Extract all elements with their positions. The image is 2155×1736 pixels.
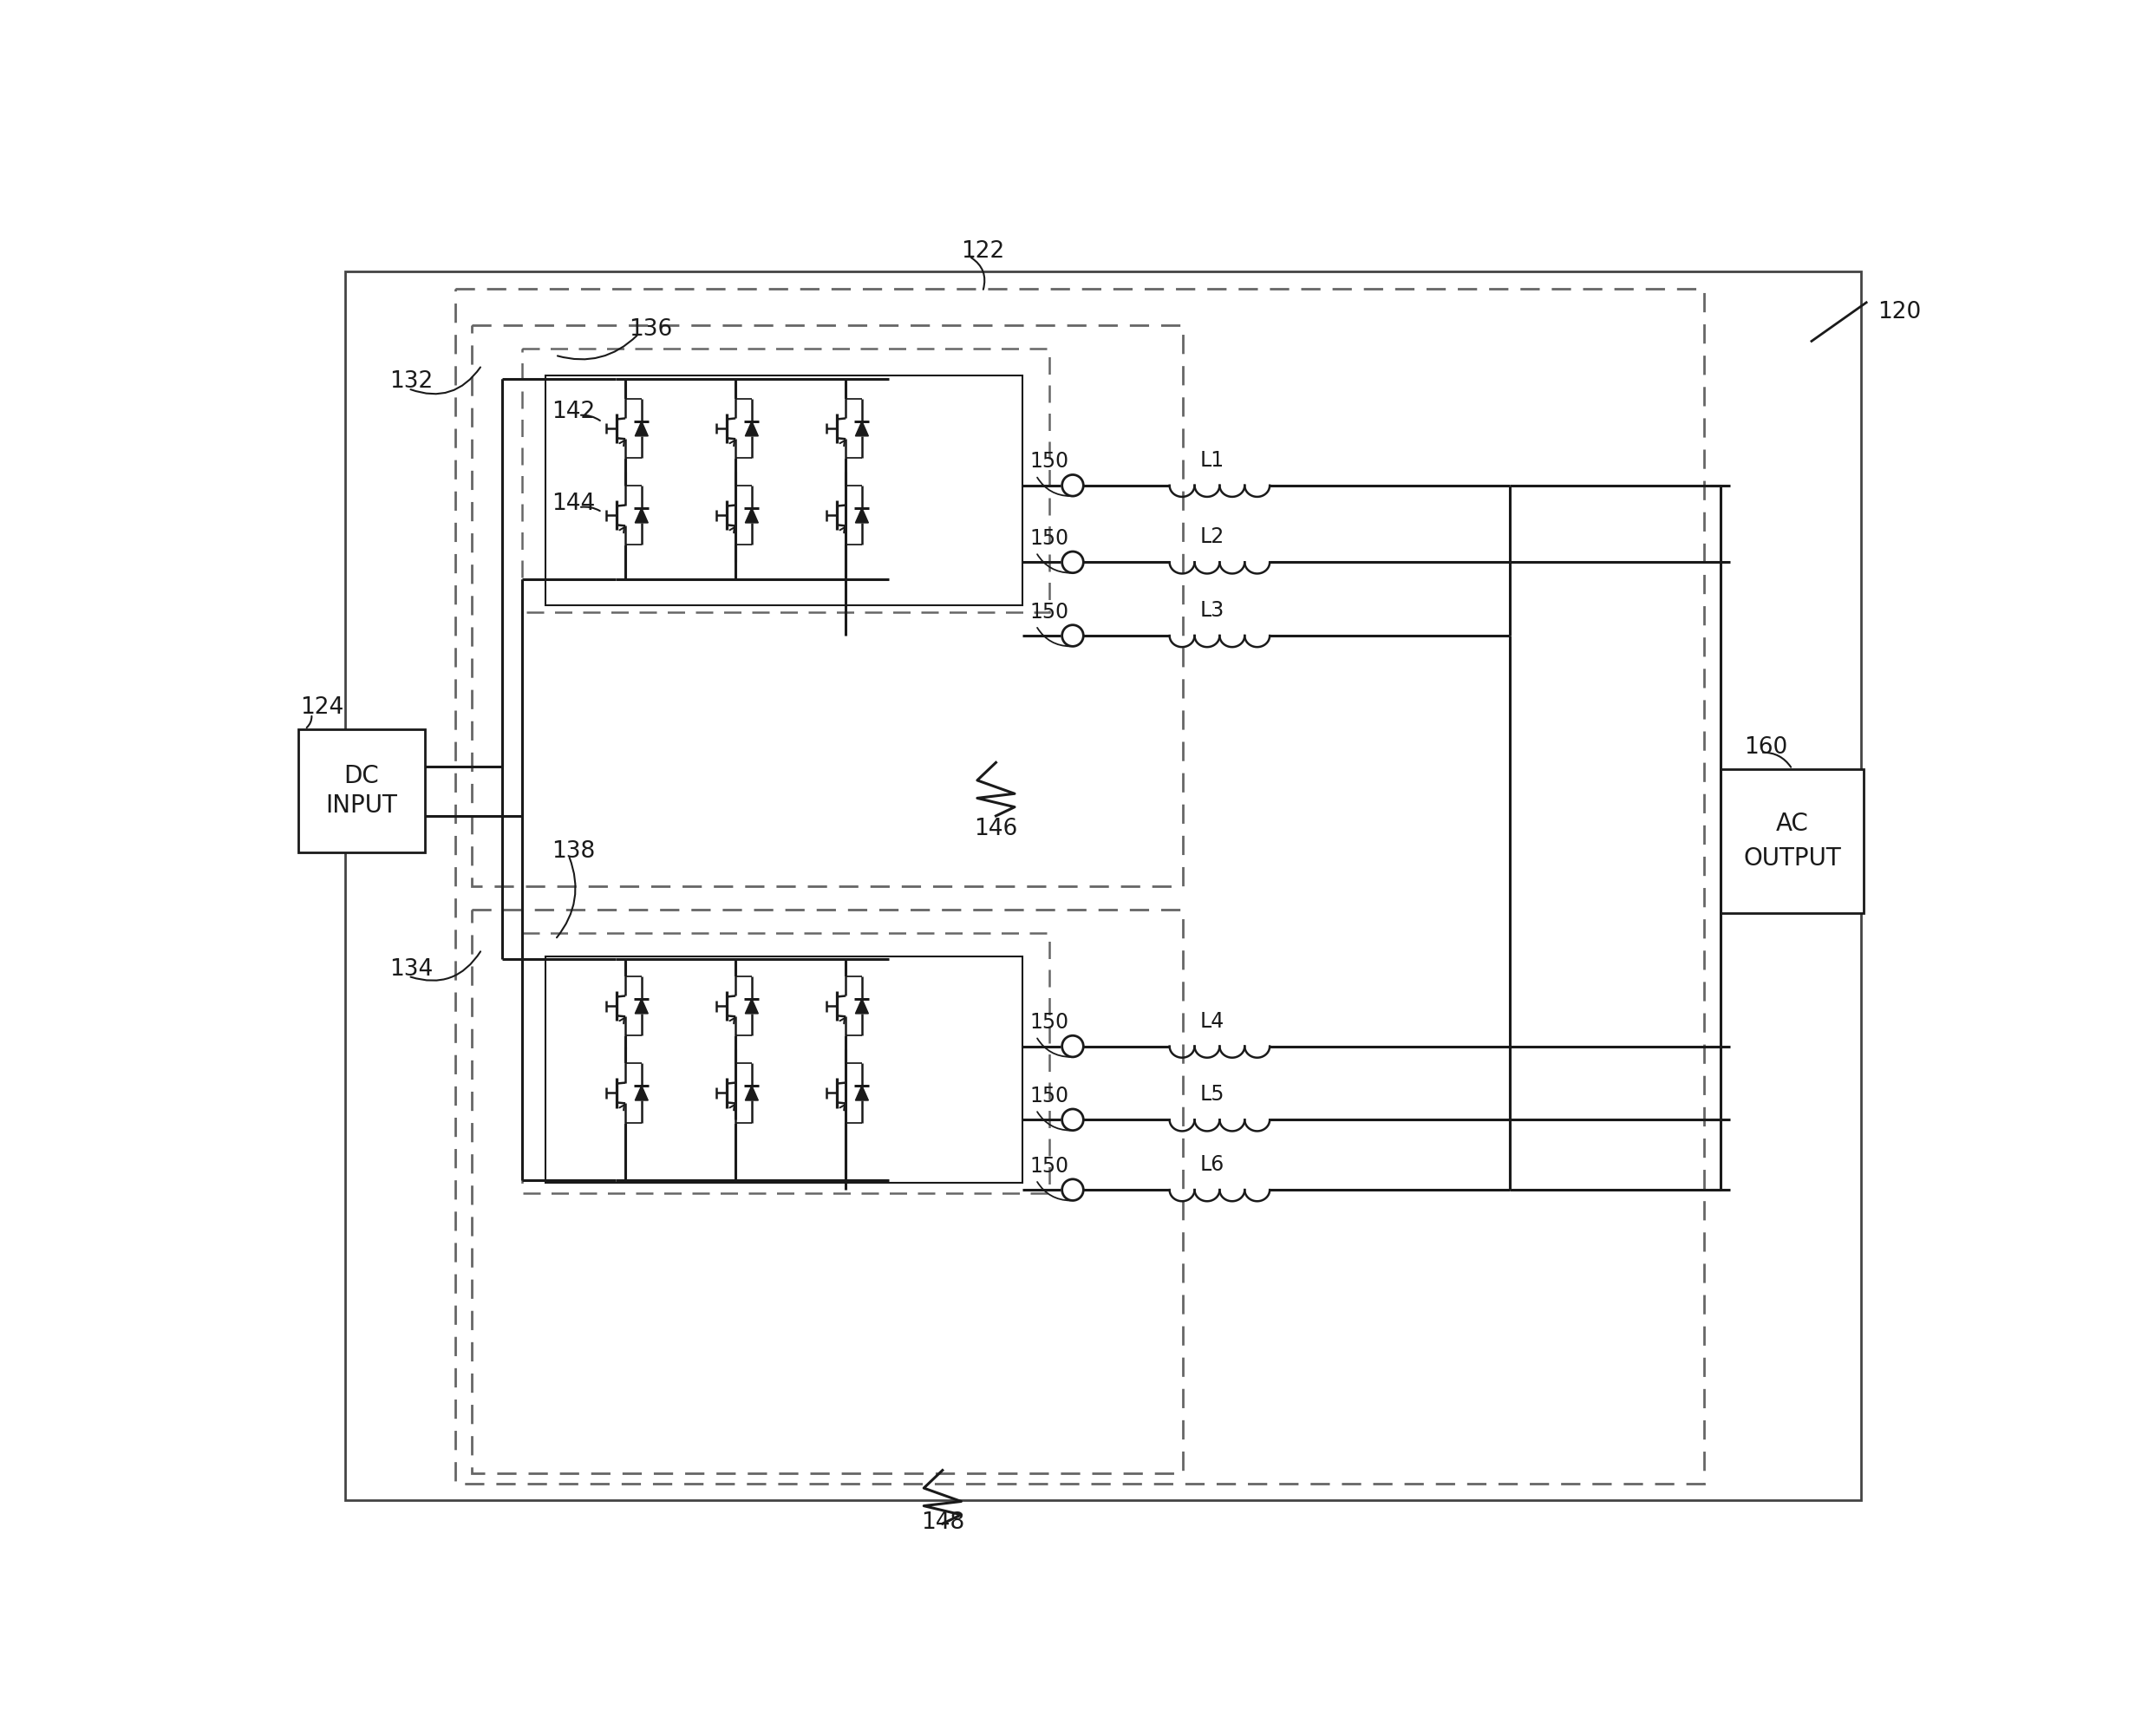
Text: L6: L6 <box>1200 1154 1224 1175</box>
Text: 124: 124 <box>300 696 343 719</box>
Text: 150: 150 <box>1030 451 1069 472</box>
Circle shape <box>1062 1179 1084 1201</box>
Text: 136: 136 <box>629 319 672 340</box>
Bar <box>297 729 425 852</box>
Bar <box>472 910 1183 1474</box>
Text: L1: L1 <box>1200 450 1224 470</box>
Polygon shape <box>856 422 868 436</box>
Text: 138: 138 <box>552 840 595 863</box>
Text: 150: 150 <box>1030 528 1069 549</box>
Text: 134: 134 <box>390 958 433 981</box>
Text: AC: AC <box>1776 812 1808 835</box>
Polygon shape <box>636 1085 649 1101</box>
Bar <box>455 288 1705 1484</box>
Circle shape <box>1062 552 1084 573</box>
Text: 150: 150 <box>1030 601 1069 621</box>
Polygon shape <box>856 1085 868 1101</box>
Text: 148: 148 <box>920 1510 963 1533</box>
Bar <box>545 375 1024 606</box>
Text: 132: 132 <box>390 372 433 392</box>
Text: 144: 144 <box>552 493 595 514</box>
Polygon shape <box>856 509 868 523</box>
Bar <box>522 932 1049 1193</box>
Text: 150: 150 <box>1030 1085 1069 1106</box>
Text: 122: 122 <box>961 241 1004 262</box>
Circle shape <box>1062 1109 1084 1130</box>
Bar <box>522 349 1049 613</box>
Text: 146: 146 <box>974 818 1017 840</box>
Text: 142: 142 <box>552 401 595 424</box>
Text: 150: 150 <box>1030 1156 1069 1177</box>
Polygon shape <box>746 422 759 436</box>
Text: 150: 150 <box>1030 1012 1069 1033</box>
Circle shape <box>1062 1036 1084 1057</box>
Text: 160: 160 <box>1743 736 1786 759</box>
Polygon shape <box>856 998 868 1014</box>
Bar <box>472 325 1183 885</box>
Bar <box>545 957 1024 1184</box>
Text: INPUT: INPUT <box>325 793 397 818</box>
Polygon shape <box>636 422 649 436</box>
Polygon shape <box>746 998 759 1014</box>
Polygon shape <box>746 509 759 523</box>
Polygon shape <box>636 998 649 1014</box>
Circle shape <box>1062 474 1084 496</box>
Text: L4: L4 <box>1200 1010 1224 1031</box>
Text: L3: L3 <box>1200 601 1224 621</box>
Polygon shape <box>636 509 649 523</box>
Circle shape <box>1062 625 1084 646</box>
Bar <box>1720 769 1864 913</box>
Text: DC: DC <box>345 764 379 788</box>
Polygon shape <box>746 1085 759 1101</box>
Text: L2: L2 <box>1200 526 1224 547</box>
Text: 120: 120 <box>1877 300 1920 323</box>
Text: OUTPUT: OUTPUT <box>1743 845 1840 870</box>
Text: L5: L5 <box>1200 1085 1224 1106</box>
